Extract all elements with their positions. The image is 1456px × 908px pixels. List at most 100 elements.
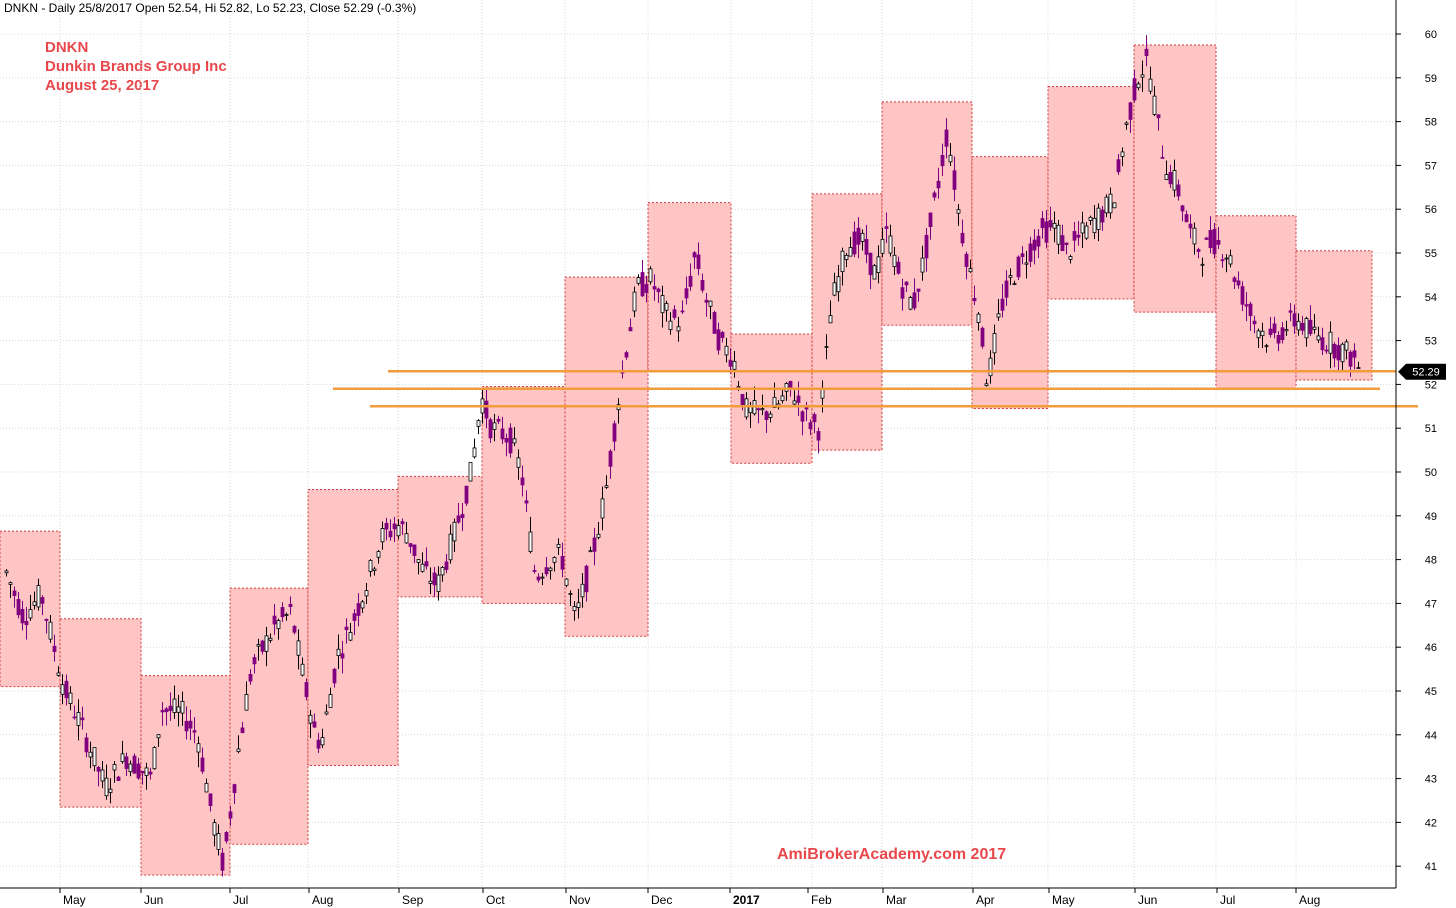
candle-body	[1112, 202, 1117, 209]
candle-body	[488, 419, 493, 439]
candle-body	[876, 256, 881, 273]
candle-body	[388, 530, 393, 538]
candle-body	[1316, 335, 1321, 341]
candle-body	[292, 625, 297, 633]
candle-body	[180, 700, 185, 714]
y-tick-label: 43	[1425, 774, 1437, 786]
candle-body	[220, 852, 225, 871]
candle-body	[364, 590, 369, 597]
candle-body	[772, 396, 777, 408]
candle-body	[280, 607, 285, 618]
candle-body	[1208, 229, 1213, 248]
candle-body	[968, 268, 973, 273]
candle-body	[392, 523, 397, 530]
candle-body	[956, 209, 961, 214]
candle-body	[336, 648, 341, 656]
candle-body	[344, 626, 349, 631]
candle-body	[1272, 323, 1277, 334]
y-tick-label: 54	[1425, 292, 1437, 304]
candle-body	[1076, 234, 1081, 238]
candle-body	[792, 400, 797, 405]
candle-body	[1068, 256, 1073, 260]
candle-body	[804, 407, 809, 410]
candle-body	[1356, 367, 1361, 370]
candle-body	[112, 764, 117, 771]
candle-body	[104, 777, 109, 797]
candle-body	[500, 428, 505, 440]
candle-body	[624, 352, 629, 358]
candle-body	[12, 590, 17, 596]
candle-body	[1120, 151, 1125, 157]
candle-body	[136, 763, 141, 779]
candle-body	[224, 831, 229, 842]
candle-body	[980, 327, 985, 347]
candle-body	[1184, 214, 1189, 223]
candle-body	[1204, 237, 1209, 240]
candle-body	[264, 635, 269, 652]
candle-body	[36, 585, 41, 608]
candle-body	[1044, 221, 1049, 243]
candle-body	[164, 708, 169, 713]
candle-body	[564, 578, 569, 586]
candle-body	[348, 632, 353, 641]
x-tick-label: Sep	[402, 893, 424, 907]
candle-body	[1176, 184, 1181, 197]
candle-body	[160, 709, 165, 713]
candle-body	[668, 320, 673, 330]
candle-body	[1004, 280, 1009, 298]
candle-body	[676, 326, 681, 332]
candle-body	[1028, 243, 1033, 262]
candle-body	[232, 784, 237, 793]
candle-body	[92, 747, 97, 767]
candle-body	[1244, 304, 1249, 307]
candle-body	[1220, 259, 1225, 262]
candle-body	[1104, 196, 1109, 214]
candle-body	[864, 239, 869, 255]
candle-body	[920, 257, 925, 273]
candle-body	[32, 601, 37, 606]
candle-body	[680, 310, 685, 313]
candle-body	[1232, 277, 1237, 282]
candle-body	[1040, 218, 1045, 229]
monthly-range-box	[59, 618, 142, 808]
candle-body	[536, 576, 541, 581]
candle-body	[1036, 235, 1041, 247]
candle-body	[452, 521, 457, 542]
candle-body	[532, 570, 537, 572]
y-tick-label: 44	[1425, 730, 1437, 742]
candle-body	[504, 438, 509, 443]
candle-body	[380, 528, 385, 543]
x-tick-label: Mar	[886, 893, 907, 907]
x-tick-label: Jun	[1138, 893, 1157, 907]
candle-body	[1340, 343, 1345, 363]
y-tick-label: 58	[1425, 117, 1437, 129]
candle-body	[1312, 326, 1317, 330]
candle-body	[208, 793, 213, 806]
candle-body	[716, 329, 721, 351]
candle-body	[988, 357, 993, 377]
candle-body	[1268, 328, 1273, 335]
candle-body	[696, 254, 701, 270]
y-tick-label: 60	[1425, 29, 1437, 41]
monthly-range-box	[307, 489, 399, 766]
x-tick-label: May	[63, 893, 86, 907]
candle-body	[768, 413, 773, 418]
candle-body	[1128, 102, 1133, 120]
candle-body	[1252, 320, 1257, 325]
candle-body	[544, 567, 549, 575]
candle-body	[744, 398, 749, 418]
candle-body	[1324, 349, 1329, 352]
candle-body	[1156, 114, 1161, 119]
x-tick-label: Jul	[1220, 893, 1235, 907]
candle-body	[632, 291, 637, 312]
candle-body	[1212, 228, 1217, 255]
candle-body	[604, 485, 609, 488]
x-tick-label: Jul	[233, 893, 248, 907]
candle-body	[916, 288, 921, 292]
chart-title-block: DNKN Dunkin Brands Group Inc August 25, …	[45, 38, 227, 95]
candle-body	[1292, 313, 1297, 327]
candle-body	[360, 601, 365, 609]
candle-body	[592, 537, 597, 552]
candle-body	[700, 280, 705, 291]
candle-body	[84, 737, 89, 753]
